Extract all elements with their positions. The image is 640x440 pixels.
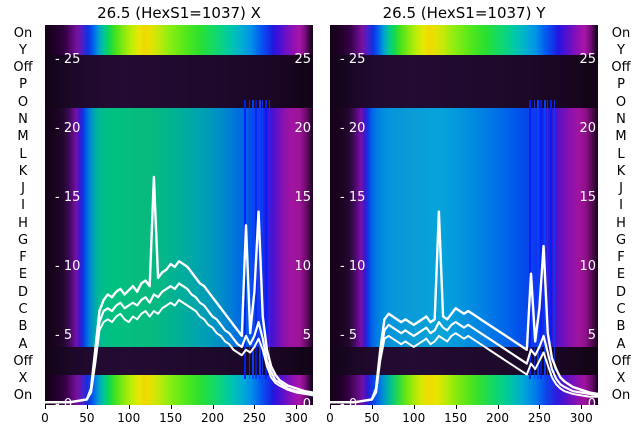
x-tick-mark: [45, 405, 46, 409]
heatmap-band: [330, 55, 598, 108]
x-axis-panel-y: 0 50 100 150 200 250 300: [326, 405, 598, 435]
category-label-right: X: [616, 371, 626, 387]
trace-line-secondary: [45, 282, 313, 404]
x-tick-label: 250: [527, 411, 551, 425]
x-tick-mark: [212, 405, 214, 409]
category-label-left: E: [18, 267, 28, 283]
category-label-right: D: [615, 284, 626, 300]
heatmap-band: [45, 25, 313, 56]
trace-overlay: [45, 175, 313, 404]
category-label-right: F: [617, 250, 625, 266]
category-label-left: P: [19, 77, 27, 93]
category-label-left: O: [17, 94, 29, 110]
trace-line-tertiary: [330, 332, 598, 404]
x-tick-label: 0: [326, 411, 334, 425]
category-label-left: I: [21, 198, 25, 214]
panel-title-y: 26.5 (HexS1=1037) Y: [382, 4, 546, 22]
category-label-right: C: [616, 302, 626, 317]
x-tick-mark: [497, 405, 499, 409]
category-label-right: H: [616, 215, 626, 231]
category-label-left: L: [19, 146, 27, 162]
category-label-right: P: [617, 77, 625, 93]
x-tick-mark: [170, 405, 172, 409]
y-axis-label: Dipole: [0, 149, 1, 190]
category-label-right: On: [611, 25, 631, 41]
x-tick-label: 50: [364, 411, 380, 425]
category-label-left: M: [17, 129, 29, 145]
category-label-right: O: [615, 94, 627, 110]
category-label-left: On: [13, 25, 33, 41]
heatmap-band: [330, 25, 598, 56]
category-label-left: Off: [13, 60, 33, 76]
category-label-right: N: [616, 112, 626, 127]
category-label-left: Y: [19, 42, 27, 58]
category-label-right: Off: [611, 60, 631, 76]
trace-line-main: [45, 175, 313, 404]
category-label-right: J: [619, 181, 623, 197]
heatmap-band: [330, 107, 598, 347]
x-tick-mark: [128, 405, 130, 409]
x-tick-mark: [371, 405, 373, 409]
category-label-right: On: [611, 388, 631, 404]
x-tick-label: 300: [284, 411, 308, 425]
category-label-left: H: [18, 215, 28, 231]
category-label-right: E: [616, 267, 626, 283]
category-axis-right: On Y Off P O N M L K J I H G F E D C B A Off X On: [604, 25, 638, 405]
x-tick-mark: [539, 405, 541, 409]
x-tick-label: 50: [79, 411, 95, 425]
x-tick-label: 150: [159, 411, 183, 425]
x-tick-mark: [330, 405, 331, 409]
x-tick-label: 100: [402, 411, 426, 425]
x-tick-label: 200: [486, 411, 509, 425]
category-label-right: L: [617, 146, 625, 162]
x-tick-label: 250: [242, 411, 266, 425]
category-label-left: C: [18, 302, 28, 317]
category-label-right: A: [616, 336, 626, 352]
category-label-left: A: [18, 336, 28, 352]
x-tick-label: 0: [41, 411, 49, 425]
x-tick-mark: [581, 405, 583, 409]
category-label-left: F: [19, 250, 27, 266]
trace-line-secondary: [330, 320, 598, 404]
x-tick-mark: [296, 405, 298, 409]
x-axis-panel-x: 0 50 100 150 200 250 300: [41, 405, 313, 435]
x-tick-label: 300: [569, 411, 593, 425]
category-label-right: B: [616, 319, 626, 335]
category-label-left: K: [18, 163, 28, 179]
x-tick-label: 100: [117, 411, 141, 425]
heatmap-band: [45, 107, 313, 347]
trace-overlay: [330, 210, 598, 404]
category-label-left: G: [17, 232, 29, 248]
category-label-left: N: [18, 112, 28, 127]
heatmap-band: [45, 55, 313, 108]
x-tick-label: 200: [201, 411, 224, 425]
category-label-left: Off: [13, 353, 33, 369]
trace-line-main: [330, 210, 598, 404]
category-label-left: J: [21, 181, 25, 197]
category-label-right: Y: [617, 42, 625, 58]
x-tick-mark: [455, 405, 457, 409]
category-label-left: On: [13, 388, 33, 404]
category-label-right: I: [619, 198, 623, 214]
x-tick-mark: [254, 405, 256, 409]
x-tick-mark: [413, 405, 415, 409]
category-label-left: D: [17, 284, 28, 300]
x-tick-mark: [86, 405, 88, 409]
panel-title-x: 26.5 (HexS1=1037) X: [97, 4, 261, 22]
x-tick-label: 150: [444, 411, 468, 425]
category-label-right: M: [615, 129, 627, 145]
category-label-right: G: [615, 232, 627, 248]
category-label-left: X: [18, 371, 28, 387]
trace-line-tertiary: [45, 298, 313, 404]
category-axis-left: On Y Off P O N M L K J I H G F E D C B A Off X On: [6, 25, 40, 405]
category-label-right: K: [616, 163, 626, 179]
category-label-right: Off: [611, 353, 631, 369]
category-label-left: B: [18, 319, 28, 335]
